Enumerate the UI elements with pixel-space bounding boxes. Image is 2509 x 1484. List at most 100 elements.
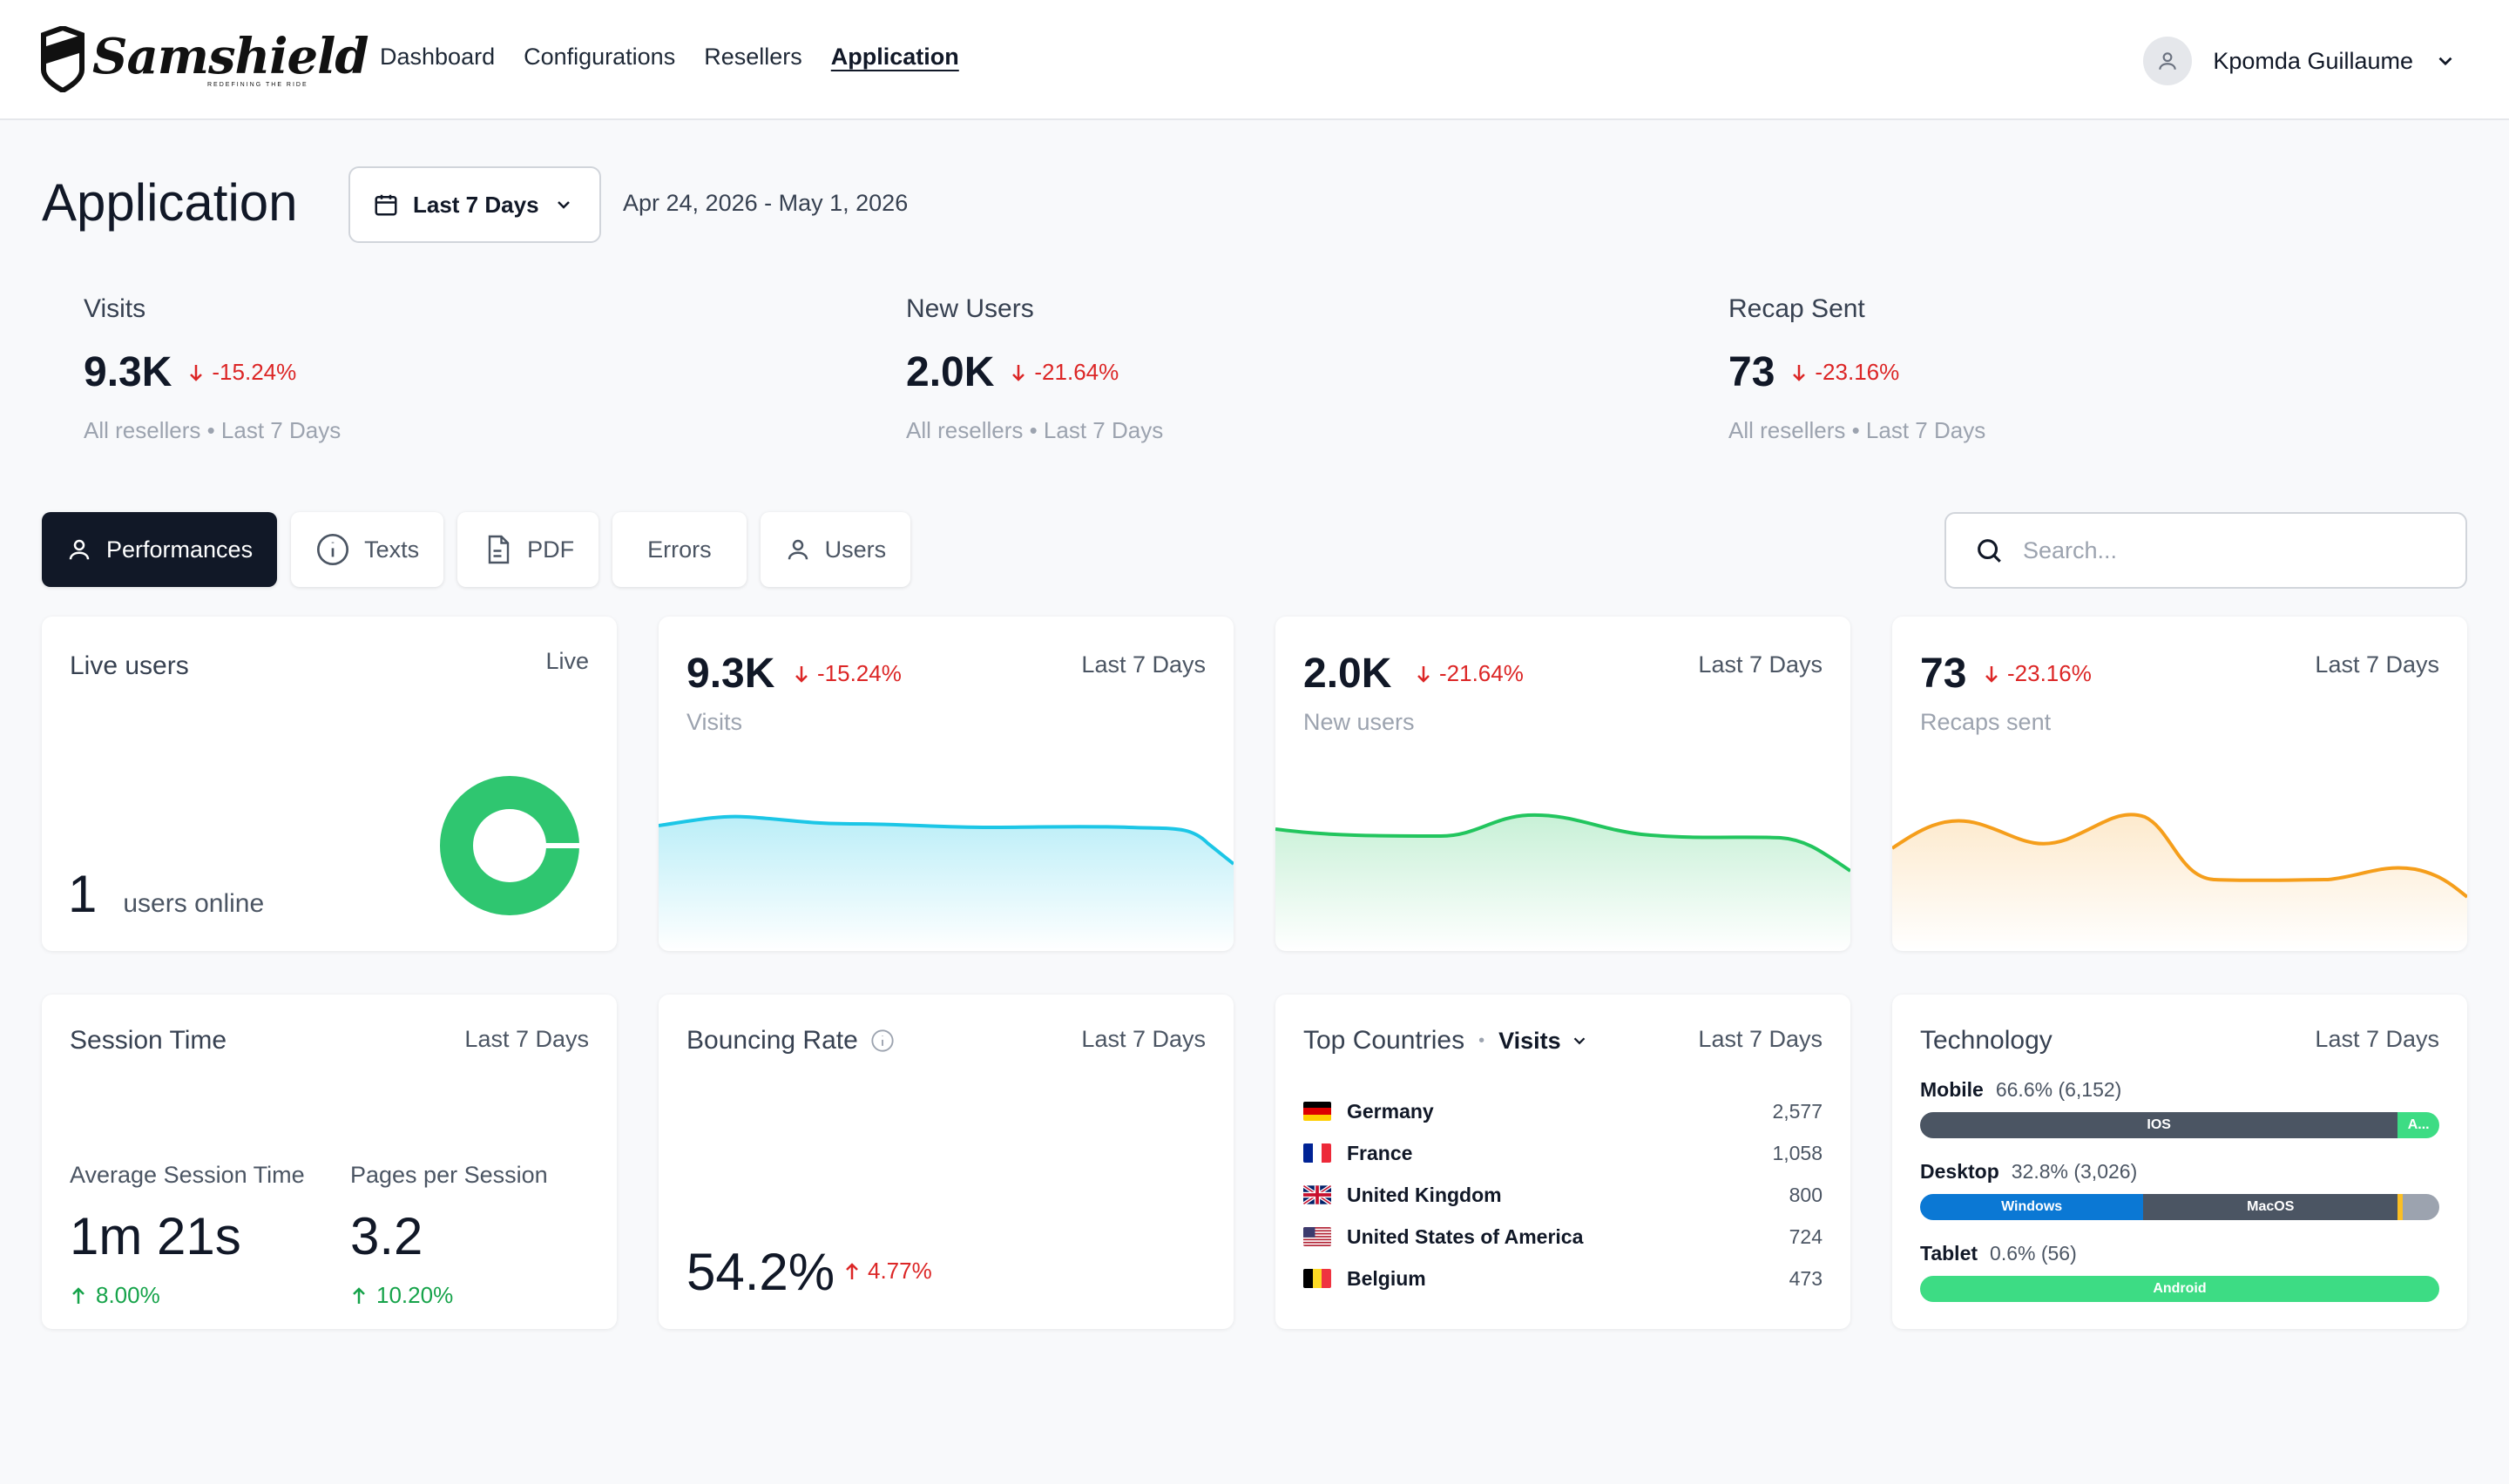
kpi-label: Recap Sent (1728, 294, 1865, 323)
kpi-subtitle: All resellers • Last 7 Days (84, 417, 342, 443)
brand-logo[interactable]: Samshield REDEFINING THE RIDE (40, 26, 369, 96)
country-count: 800 (1789, 1183, 1823, 1206)
tech-group-share: 66.6% (6,152) (1995, 1078, 2122, 1101)
pages-per-session-value: 3.2 (350, 1207, 423, 1265)
separator-dot: • (1478, 1030, 1485, 1050)
date-range-dropdown[interactable]: Last 7 Days (348, 166, 601, 243)
live-users-card: Live users Live 1 users online (42, 617, 617, 951)
card-delta: -15.24% (793, 660, 902, 687)
chevron-down-icon (2438, 57, 2452, 66)
list-item: France 1,058 (1303, 1132, 1823, 1174)
tech-group-header: Tablet 0.6% (56) (1920, 1242, 2439, 1265)
tab-users[interactable]: Users (760, 512, 911, 587)
tab-errors[interactable]: Errors (612, 512, 747, 587)
avatar (2143, 37, 2193, 85)
tab-label: Performances (106, 536, 254, 563)
shield-logo-icon (41, 26, 85, 92)
metric-dropdown[interactable]: Visits (1498, 1028, 1589, 1055)
visits-card: 9.3K -15.24% Last 7 Days Visits (659, 617, 1234, 951)
belgium-flag-icon (1303, 1269, 1331, 1288)
card-value: 9.3K (686, 651, 775, 697)
kpi-value: 73 (1728, 349, 1775, 395)
tech-group-header: Mobile 66.6% (6,152) (1920, 1078, 2439, 1102)
arrow-up-icon (353, 1286, 365, 1304)
country-name: United Kingdom (1347, 1183, 1502, 1206)
tech-group-name: Desktop (1920, 1160, 1999, 1183)
tech-bar-segment[interactable]: IOS (1920, 1112, 2398, 1138)
tech-bar-segment[interactable]: MacOS (2143, 1194, 2398, 1220)
card-title: Bouncing Rate (686, 1026, 895, 1056)
user-menu[interactable]: Kpomda Guillaume (2143, 37, 2457, 85)
kpi-subtitle: All resellers • Last 7 Days (1728, 417, 1986, 443)
tab-label: Errors (647, 536, 712, 563)
chevron-down-icon (1573, 1037, 1585, 1045)
pages-per-session-delta-text: 10.20% (376, 1282, 454, 1308)
card-delta-text: -15.24% (817, 660, 902, 686)
kpi-value: 9.3K (84, 349, 172, 395)
uk-flag-icon (1303, 1185, 1331, 1204)
kpi-label: New Users (906, 294, 1034, 323)
card-period: Last 7 Days (1081, 1026, 1206, 1052)
nav-configurations[interactable]: Configurations (524, 44, 676, 70)
country-count: 2,577 (1772, 1099, 1823, 1123)
pages-per-session-block: Pages per Session 3.2 10.20% (350, 1162, 548, 1309)
live-users-count: 1 users online (68, 864, 264, 924)
country-name: France (1347, 1141, 1413, 1164)
country-count: 473 (1789, 1266, 1823, 1290)
tech-group-share: 32.8% (3,026) (2011, 1160, 2138, 1183)
card-delta-text: -21.64% (1439, 660, 1524, 686)
card-label: Visits (686, 709, 743, 735)
tech-bar-segment[interactable] (2397, 1194, 2404, 1220)
info-icon[interactable] (870, 1029, 895, 1053)
new-users-card: 2.0K -21.64% Last 7 Days New users (1275, 617, 1850, 951)
live-status: Live (545, 648, 589, 674)
nav-dashboard[interactable]: Dashboard (380, 44, 496, 70)
list-item: United States of America 724 (1303, 1216, 1823, 1258)
kpi-subtitle: All resellers • Last 7 Days (906, 417, 1164, 443)
search-input[interactable] (2021, 536, 2439, 565)
search-box[interactable] (1944, 512, 2467, 589)
user-icon (2159, 52, 2177, 70)
bounce-delta-text: 4.77% (868, 1258, 932, 1284)
card-delta: -23.16% (1983, 660, 2092, 687)
list-item: United Kingdom 800 (1303, 1174, 1823, 1216)
card-period: Last 7 Days (2315, 651, 2439, 678)
country-count: 724 (1789, 1224, 1823, 1248)
tech-bar-segment[interactable]: Windows (1920, 1194, 2144, 1220)
card-title-text: Bouncing Rate (686, 1026, 858, 1055)
tab-performances[interactable]: Performances (42, 512, 278, 587)
recaps-sparkline (1892, 813, 2467, 951)
user-icon (788, 539, 808, 560)
search-icon (1978, 539, 2001, 563)
date-range-label: Last 7 Days (413, 191, 539, 218)
card-period: Last 7 Days (1698, 651, 1823, 678)
new-users-sparkline (1275, 813, 1850, 951)
card-title: Top Countries • Visits (1303, 1026, 1589, 1056)
germany-flag-icon (1303, 1102, 1331, 1121)
nav-resellers[interactable]: Resellers (704, 44, 802, 70)
card-period: Last 7 Days (464, 1026, 589, 1052)
kpi-label: Visits (84, 294, 146, 323)
usa-flag-icon (1303, 1227, 1331, 1246)
pages-per-session-delta: 10.20% (350, 1282, 548, 1309)
user-name: Kpomda Guillaume (2213, 47, 2413, 74)
france-flag-icon (1303, 1143, 1331, 1163)
nav-application[interactable]: Application (830, 44, 959, 70)
chevron-down-icon (557, 201, 570, 209)
arrow-down-icon (795, 665, 808, 683)
tech-bar-segment[interactable] (2403, 1194, 2439, 1220)
metric-label: Visits (1498, 1027, 1561, 1054)
kpi-value: 2.0K (906, 349, 995, 395)
card-label: Recaps sent (1920, 709, 2052, 735)
kpi-delta: -21.64% (1010, 359, 1119, 386)
card-period: Last 7 Days (1698, 1026, 1823, 1052)
tab-texts[interactable]: Texts (291, 512, 444, 587)
tab-pdf[interactable]: PDF (457, 512, 599, 587)
main-nav: Dashboard Configurations Resellers Appli… (380, 44, 959, 71)
card-period: Last 7 Days (2315, 1026, 2439, 1052)
card-title-text: Top Countries (1303, 1026, 1465, 1055)
tech-bar-segment[interactable]: Android (1920, 1276, 2439, 1302)
arrow-down-icon (1012, 364, 1025, 381)
pages-per-session-label: Pages per Session (350, 1162, 548, 1188)
tech-bar-segment[interactable]: A... (2397, 1112, 2439, 1138)
